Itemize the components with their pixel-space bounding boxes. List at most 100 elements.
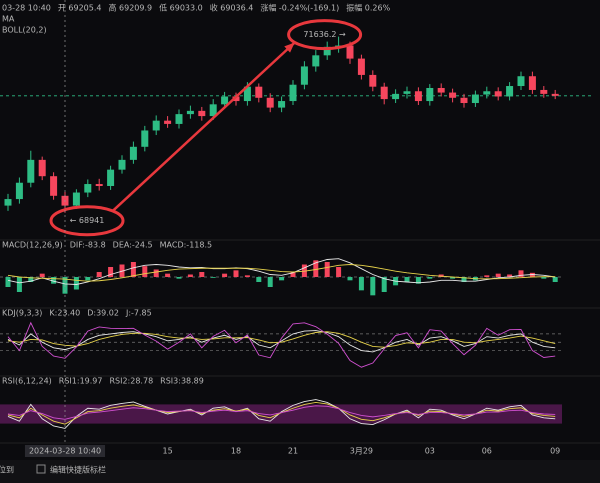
macd-bar <box>552 277 558 282</box>
macd-bar <box>381 277 387 292</box>
candle-body <box>426 87 434 102</box>
crosshair-label: 2024-03-28 10:40 <box>29 447 101 456</box>
candle-body <box>27 159 35 183</box>
macd-bar <box>210 277 216 278</box>
macd-bar <box>85 277 91 281</box>
candle-body <box>517 76 525 87</box>
rsi-band <box>0 404 562 424</box>
x-tick-label: 3月29 <box>350 447 373 456</box>
candle-body <box>175 114 183 124</box>
legend-item: 03-28 10:40 <box>2 4 51 13</box>
macd-bar <box>507 274 513 277</box>
legend-item: 低 69033.0 <box>159 3 203 13</box>
legend-item: RSI3:38.89 <box>160 377 204 386</box>
indicator-line <box>7 399 556 429</box>
candle-body <box>186 110 194 115</box>
legend-item: RSI2:28.78 <box>109 377 153 386</box>
candle-body <box>84 184 92 193</box>
macd-bar <box>108 267 114 277</box>
legend-item: 高 69209.9 <box>108 3 152 13</box>
candle-body <box>506 86 514 97</box>
toolbar-item[interactable]: 位到 <box>0 465 14 475</box>
candle-body <box>471 94 479 104</box>
x-tick-label: 03 <box>425 447 435 456</box>
crosshair-label-box <box>24 445 106 457</box>
toolbar-item[interactable]: 编辑快捷版标栏 <box>50 465 106 475</box>
candle-body <box>528 76 536 90</box>
legend-item: DEA:-24.5 <box>113 241 153 250</box>
macd-bar <box>176 277 182 279</box>
x-tick-label: 21 <box>288 447 298 456</box>
macd-bar <box>279 277 285 281</box>
candle-body <box>289 84 297 102</box>
macd-bar <box>130 262 136 277</box>
legend-item: KDJ(9,3,3) <box>2 309 42 318</box>
macd-bar <box>233 270 239 277</box>
toolbar-icon[interactable] <box>36 464 46 474</box>
macd-bar <box>336 267 342 277</box>
candle-body <box>221 96 229 105</box>
candle-body <box>129 146 137 160</box>
macd-bar <box>187 274 193 277</box>
macd-bar <box>153 269 159 277</box>
legend-item: RSI(6,12,24) <box>2 377 52 386</box>
candle-body <box>300 66 308 85</box>
candle-body <box>414 91 422 102</box>
legend-item: 振幅 0.26% <box>346 3 390 13</box>
candle-body <box>403 91 411 94</box>
macd-bar <box>222 273 228 277</box>
legend-item: 收 69036.4 <box>210 3 254 13</box>
macd-bar <box>313 260 319 277</box>
legend-item: MACD:-118.5 <box>160 241 212 250</box>
candle-body <box>380 86 388 100</box>
macd-bar <box>16 277 22 292</box>
annotation-arrow <box>112 41 296 212</box>
macd-bar <box>347 277 353 281</box>
annotation-circle <box>287 19 363 51</box>
candle-body <box>346 45 354 59</box>
indicator-line <box>7 264 556 282</box>
candle-body <box>255 86 263 98</box>
candle-body <box>15 182 23 200</box>
candle-body <box>460 97 468 104</box>
indicator-line <box>7 330 556 353</box>
macd-bar <box>73 277 79 290</box>
indicator-line <box>7 258 556 285</box>
candle-body <box>107 169 115 186</box>
macd-bar <box>324 262 330 277</box>
macd-bar <box>39 273 45 277</box>
legend-item: K:23.40 <box>49 309 80 318</box>
macd-bar <box>495 273 501 277</box>
indicator-label: MA <box>2 15 15 24</box>
candle-body <box>141 130 149 147</box>
macd-bar <box>290 272 296 277</box>
indicator-line <box>7 331 556 348</box>
legend-item: 开 69205.4 <box>58 4 102 13</box>
legend-item: RSI1:19.97 <box>59 377 103 386</box>
candle-body <box>266 97 274 108</box>
candle-body <box>198 110 206 117</box>
macd-bar <box>244 275 250 277</box>
macd-bar <box>541 277 547 279</box>
candle-body <box>357 58 365 75</box>
legend-item: DIF:-83.8 <box>70 241 106 250</box>
macd-bar <box>518 270 524 277</box>
candle-body <box>540 89 548 94</box>
legend-item: 涨幅 -0.24%(-169.1) <box>260 3 339 13</box>
candle-body <box>323 46 331 56</box>
candle-body <box>369 74 377 87</box>
candle-body <box>38 159 46 177</box>
candle-body <box>483 91 491 95</box>
x-tick-label: 06 <box>482 447 492 456</box>
macd-bar <box>267 277 273 287</box>
candle-body <box>209 104 217 117</box>
x-tick-label: 09 <box>550 447 560 456</box>
macd-bar <box>404 277 410 282</box>
candle-body <box>437 87 445 93</box>
candle-body <box>312 55 320 67</box>
macd-bar <box>199 272 205 277</box>
candle-body <box>4 199 12 206</box>
macd-bar <box>358 277 364 291</box>
